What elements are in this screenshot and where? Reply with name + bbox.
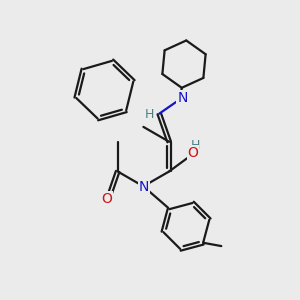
Text: O: O: [101, 192, 112, 206]
Text: H: H: [145, 108, 154, 121]
Text: N: N: [177, 91, 188, 105]
Text: N: N: [139, 180, 149, 194]
Text: O: O: [188, 146, 198, 160]
Text: H: H: [191, 139, 200, 152]
